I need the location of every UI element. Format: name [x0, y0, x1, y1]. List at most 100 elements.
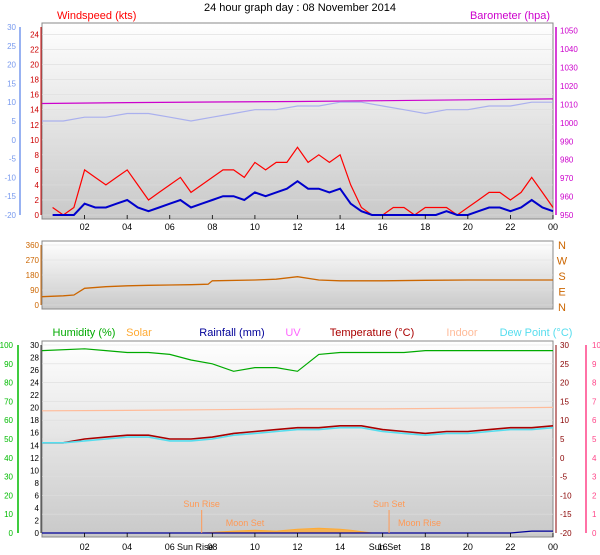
temperature-tick: -20	[560, 529, 572, 538]
temperature-tick: 10	[560, 416, 569, 425]
humidity-tick: 40	[4, 454, 13, 463]
barometer-tick: 1040	[560, 45, 578, 54]
humidity-tick: 20	[4, 491, 13, 500]
compass-label: E	[558, 287, 565, 299]
direction-tick: 360	[26, 241, 40, 250]
temp-humidity-legend: Humidity (%) Solar Rainfall (mm) UV Temperat…	[53, 327, 573, 339]
uv-tick: 5	[592, 435, 597, 444]
series-solar	[201, 527, 373, 534]
x-tick-label: 16	[378, 542, 388, 552]
series-wind	[52, 146, 554, 216]
x-tick-label: 22	[505, 222, 515, 232]
x-tick-label: 14	[335, 222, 345, 232]
uv-tick: 10	[592, 341, 600, 350]
windspeed-tick: 20	[30, 61, 39, 70]
humidity-tick: 50	[4, 435, 13, 444]
left2-tick: 18	[30, 416, 39, 425]
wind-baro-x-axis: 02 04 06 08 10 12 14 16 18 20 22 00	[80, 215, 558, 232]
x-tick-label: 20	[463, 542, 473, 552]
wind-baro-plot-area	[41, 22, 554, 220]
x-tick-label: 04	[122, 222, 132, 232]
windspeed-tick: 10	[30, 136, 39, 145]
series-gust_avg	[52, 179, 554, 216]
legend-temp: Temperature (°C)	[330, 327, 414, 339]
wind-direction-gridlines	[42, 244, 553, 306]
legend-dew: Dew Point (°C)	[500, 327, 573, 339]
left2-tick: 30	[30, 341, 39, 350]
left2-tick: 26	[30, 366, 39, 375]
humidity-tick: 30	[4, 473, 13, 482]
compass-label: N	[558, 302, 566, 314]
temperature-tick: -10	[560, 491, 572, 500]
temp-humidity-gridlines	[42, 344, 553, 534]
humidity-tick: 90	[4, 360, 13, 369]
humidity-tick: 60	[4, 416, 13, 425]
barometer-tick: 1020	[560, 82, 578, 91]
x-tick-label: 12	[292, 542, 302, 552]
direction-axis: 360 270 180 90 0	[26, 241, 42, 310]
barometer-tick: 990	[560, 137, 574, 146]
temperature-tick: 0	[560, 454, 565, 463]
series-indoor	[41, 406, 554, 412]
x-tick-label: 12	[292, 222, 302, 232]
humidity-tick: 0	[9, 529, 14, 538]
compass-label: S	[558, 271, 565, 283]
barometer-tick: 970	[560, 174, 574, 183]
secondary-tick: -15	[4, 192, 16, 201]
temperature-tick: 20	[560, 379, 569, 388]
windspeed-tick: 0	[35, 211, 40, 220]
x-tick-label: 00	[548, 542, 558, 552]
left2-tick: 6	[35, 491, 40, 500]
wind-baro-gridlines	[42, 34, 553, 216]
uv-tick: 9	[592, 360, 597, 369]
secondary-tick: -20	[4, 211, 16, 220]
humidity-tick: 70	[4, 397, 13, 406]
left2-tick: 2	[35, 516, 40, 525]
secondary-tick: 25	[7, 42, 16, 51]
secondary-left-axis: 30 25 20 15 10 5 0 -5 -10 -15 -20	[4, 23, 21, 220]
barometer-tick: 1010	[560, 100, 578, 109]
legend-solar: Solar	[126, 327, 152, 339]
x-tick-label: 06	[165, 542, 175, 552]
bottom-annotation-label: Sun Rise	[177, 542, 214, 552]
uv-tick: 4	[592, 454, 597, 463]
uv-tick: 3	[592, 473, 597, 482]
secondary-tick: 5	[12, 117, 17, 126]
x-tick-label: 02	[80, 542, 90, 552]
series-baro	[41, 98, 554, 105]
annotation-label: Moon Rise	[398, 518, 441, 528]
compass-label: W	[557, 256, 568, 268]
wind-direction-series	[41, 276, 553, 298]
legend-humidity: Humidity (%)	[53, 327, 116, 339]
x-tick-label: 06	[165, 222, 175, 232]
wind-baro-series	[41, 98, 554, 216]
left2-tick: 14	[30, 441, 39, 450]
left2-tick: 12	[30, 454, 39, 463]
x-tick-label: 20	[463, 222, 473, 232]
barometer-tick: 960	[560, 193, 574, 202]
series-rain	[42, 530, 553, 534]
direction-tick: 270	[26, 256, 40, 265]
temperature-tick: 5	[560, 435, 565, 444]
barometer-tick: 1030	[560, 64, 578, 73]
windspeed-tick: 18	[30, 76, 39, 85]
windspeed-legend: Windspeed (kts)	[57, 10, 136, 22]
windspeed-tick: 22	[30, 46, 39, 55]
uv-tick: 1	[592, 510, 597, 519]
legend-uv: UV	[285, 327, 301, 339]
series-baro_secondary	[42, 101, 553, 122]
left2-tick: 8	[35, 479, 40, 488]
secondary-tick: -10	[4, 173, 16, 182]
humidity-tick: 80	[4, 379, 13, 388]
uv-tick: 0	[592, 529, 597, 538]
x-tick-label: 02	[80, 222, 90, 232]
secondary-tick: 15	[7, 79, 16, 88]
secondary-tick: -5	[9, 155, 17, 164]
compass-label: N	[558, 240, 566, 252]
humidity-tick: 10	[4, 510, 13, 519]
direction-tick: 90	[30, 286, 39, 295]
uv-tick: 7	[592, 397, 597, 406]
barometer-tick: 980	[560, 156, 574, 165]
x-tick-label: 10	[250, 222, 260, 232]
